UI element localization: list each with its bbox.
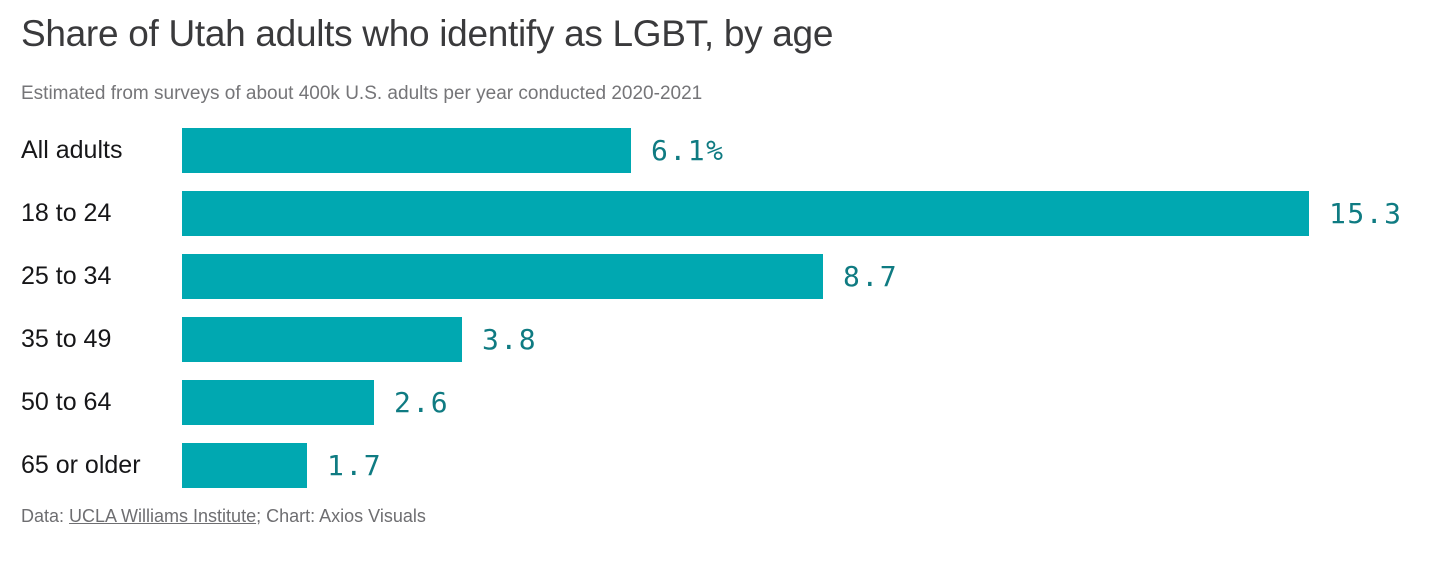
chart-footer: Data: UCLA Williams Institute; Chart: Ax…: [21, 506, 1431, 528]
chart-title: Share of Utah adults who identify as LGB…: [21, 13, 834, 54]
bar-row: 50 to 64 2.6: [21, 380, 1431, 426]
bar-track: 1.7: [182, 443, 1431, 489]
bar: [182, 443, 307, 489]
value-label: 8.7: [843, 259, 899, 293]
value-label: 3.8: [482, 322, 538, 356]
bar: [182, 128, 631, 174]
value-label: 2.6: [394, 385, 450, 419]
category-label: 65 or older: [21, 451, 141, 480]
bar-row: 65 or older 1.7: [21, 443, 1431, 489]
bar: [182, 380, 374, 426]
chart-subtitle: Estimated from surveys of about 400k U.S…: [21, 82, 703, 104]
bar-track: 3.8: [182, 317, 1431, 363]
footer-data-prefix: Data:: [21, 506, 70, 527]
bar-row: 25 to 34 8.7: [21, 254, 1431, 300]
bar-track: 15.3: [182, 191, 1431, 237]
bar-track: 8.7: [182, 254, 1431, 300]
bar-row: 35 to 49 3.8: [21, 317, 1431, 363]
category-label: 18 to 24: [21, 199, 112, 228]
category-label: All adults: [21, 136, 123, 165]
bar-row: All adults 6.1%: [21, 128, 1431, 174]
bar-track: 2.6: [182, 380, 1431, 426]
bar: [182, 254, 823, 300]
category-label: 35 to 49: [21, 325, 112, 354]
category-label: 50 to 64: [21, 388, 112, 417]
footer-suffix: ; Chart: Axios Visuals: [256, 506, 426, 527]
source-link[interactable]: UCLA Williams Institute: [69, 506, 257, 527]
category-label: 25 to 34: [21, 262, 112, 291]
bar-track: 6.1%: [182, 128, 1431, 174]
value-label: 15.3: [1329, 196, 1403, 230]
value-label: 1.7: [327, 448, 383, 482]
bar: [182, 317, 462, 363]
bar-chart: All adults 6.1% 18 to 24 15.3 25 to 34 8.7 35 …: [21, 128, 1431, 489]
bar-row: 18 to 24 15.3: [21, 191, 1431, 237]
value-label: 6.1%: [651, 133, 725, 167]
bar: [182, 191, 1309, 237]
